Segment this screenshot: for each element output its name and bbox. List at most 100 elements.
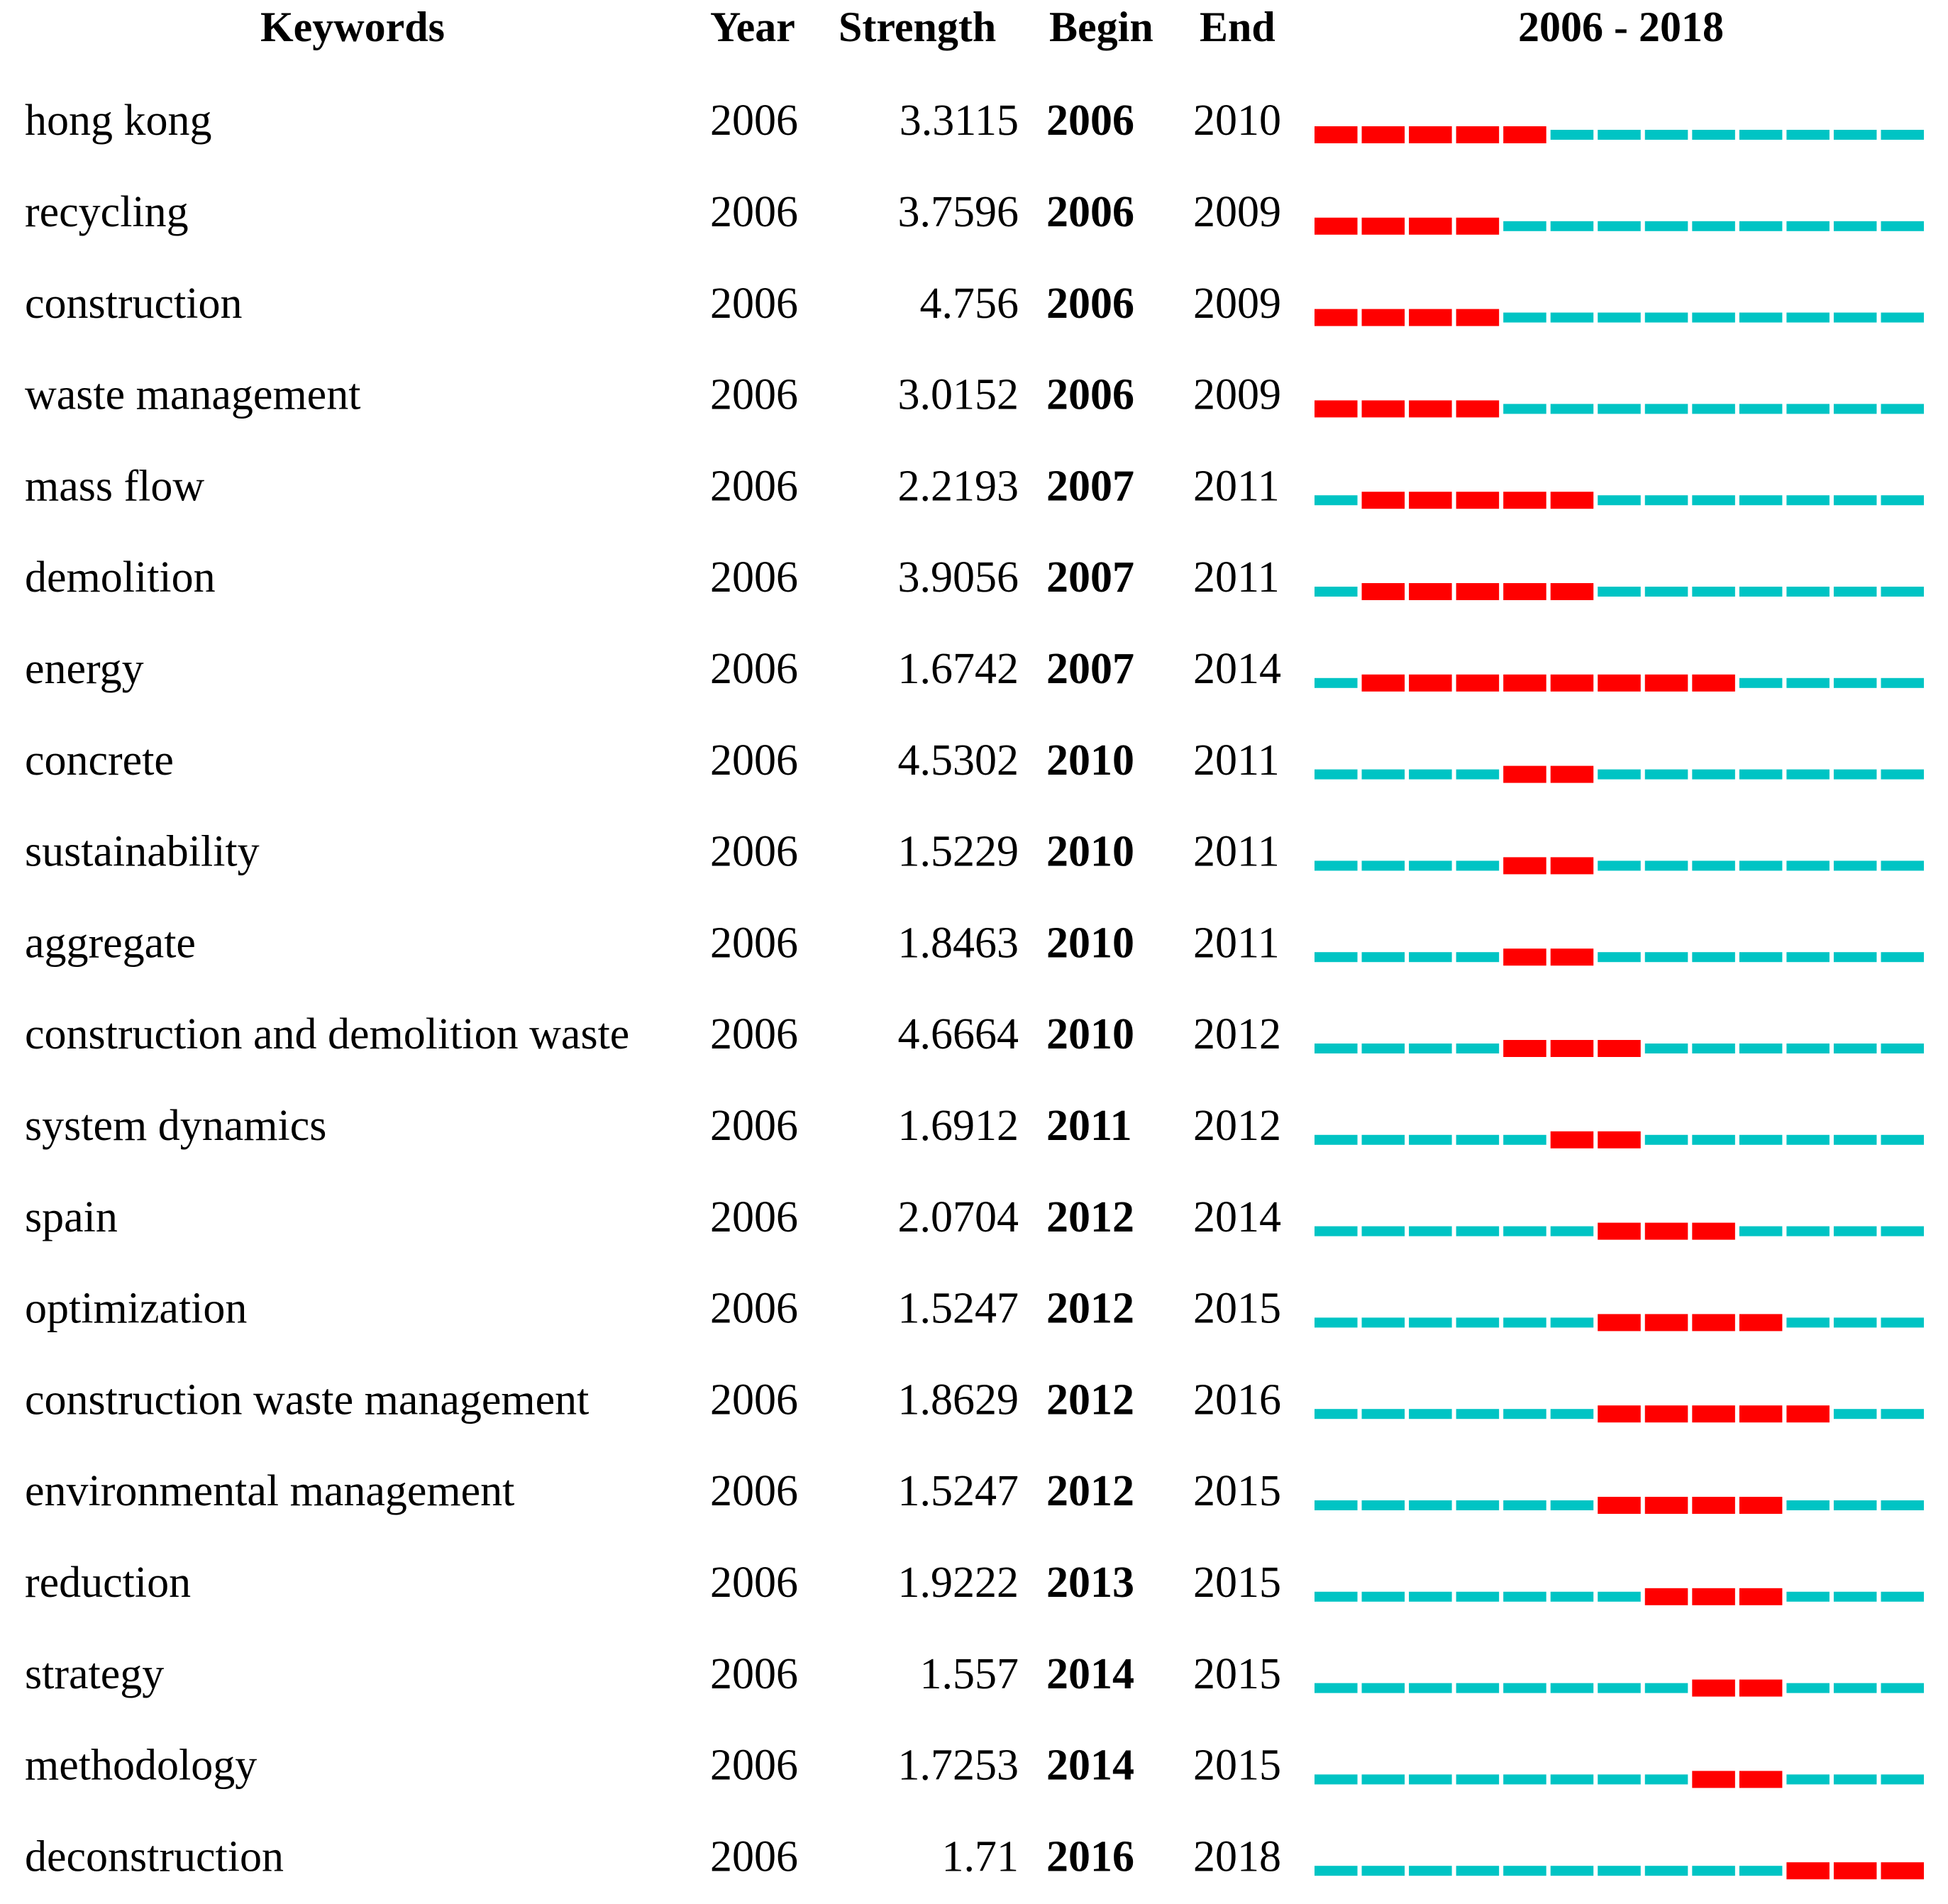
end: 2009 xyxy=(1193,279,1281,328)
base-segment xyxy=(1315,677,1358,688)
base-segment xyxy=(1361,1500,1405,1510)
end: 2015 xyxy=(1193,1650,1281,1698)
base-segment xyxy=(1881,1683,1924,1693)
base-segment xyxy=(1550,312,1594,323)
base-segment xyxy=(1598,769,1641,780)
burst-segment xyxy=(1361,674,1405,692)
burst-segment xyxy=(1550,583,1594,600)
base-segment xyxy=(1833,769,1877,780)
burst-segment xyxy=(1644,1497,1688,1514)
base-segment xyxy=(1692,587,1735,597)
base-segment xyxy=(1550,404,1594,414)
base-segment xyxy=(1692,1866,1735,1876)
year: 2006 xyxy=(710,553,798,602)
burst-segment xyxy=(1456,674,1500,692)
end: 2011 xyxy=(1193,462,1280,510)
burst-segment xyxy=(1409,583,1452,600)
base-segment xyxy=(1409,952,1452,963)
base-segment xyxy=(1739,404,1783,414)
base-segment xyxy=(1739,587,1783,597)
base-segment xyxy=(1786,587,1830,597)
base-segment xyxy=(1503,1591,1546,1602)
year: 2006 xyxy=(710,462,798,510)
base-segment xyxy=(1786,1591,1830,1602)
base-segment xyxy=(1550,1866,1594,1876)
keyword: reduction xyxy=(25,1559,191,1607)
burst-segment xyxy=(1503,948,1546,966)
base-segment xyxy=(1833,221,1877,231)
strength: 2.2193 xyxy=(898,462,1019,510)
base-segment xyxy=(1315,1774,1358,1785)
base-segment xyxy=(1739,860,1783,871)
base-segment xyxy=(1503,1774,1546,1785)
keyword: system dynamics xyxy=(25,1102,326,1150)
year: 2006 xyxy=(710,1010,798,1058)
base-segment xyxy=(1550,1500,1594,1510)
base-segment xyxy=(1456,1409,1500,1419)
burst-segment xyxy=(1739,1588,1783,1605)
base-segment xyxy=(1739,1226,1783,1236)
base-segment xyxy=(1881,587,1924,597)
burst-segment xyxy=(1503,1040,1546,1057)
year: 2006 xyxy=(710,1832,798,1881)
burst-segment xyxy=(1692,1771,1735,1788)
burst-segment xyxy=(1739,1497,1783,1514)
base-segment xyxy=(1361,1317,1405,1328)
burst-segment xyxy=(1315,126,1358,143)
burst-segment xyxy=(1409,217,1452,235)
base-segment xyxy=(1644,587,1688,597)
keyword: mass flow xyxy=(25,462,204,510)
base-segment xyxy=(1503,1500,1546,1510)
base-segment xyxy=(1881,860,1924,871)
base-segment xyxy=(1786,677,1830,688)
year: 2006 xyxy=(710,828,798,876)
base-segment xyxy=(1786,1226,1830,1236)
base-segment xyxy=(1409,1591,1452,1602)
keyword: deconstruction xyxy=(25,1832,284,1881)
base-segment xyxy=(1361,860,1405,871)
base-segment xyxy=(1598,1774,1641,1785)
base-segment xyxy=(1692,495,1735,506)
burst-segment xyxy=(1503,492,1546,509)
burst-segment xyxy=(1550,1131,1594,1149)
end: 2009 xyxy=(1193,371,1281,419)
base-segment xyxy=(1739,677,1783,688)
burst-segment xyxy=(1409,674,1452,692)
strength: 1.9222 xyxy=(898,1559,1019,1607)
strength: 1.6742 xyxy=(898,645,1019,693)
burst-segment xyxy=(1456,400,1500,418)
year: 2006 xyxy=(710,919,798,967)
burst-segment xyxy=(1409,309,1452,326)
base-segment xyxy=(1739,130,1783,140)
base-segment xyxy=(1881,404,1924,414)
base-segment xyxy=(1786,1683,1830,1693)
burst-segment xyxy=(1409,400,1452,418)
year: 2006 xyxy=(710,736,798,785)
begin: 2011 xyxy=(1046,1102,1132,1150)
base-segment xyxy=(1361,1134,1405,1145)
header-strength: Strength xyxy=(839,4,996,50)
base-segment xyxy=(1315,1226,1358,1236)
base-segment xyxy=(1644,1866,1688,1876)
burst-segment xyxy=(1598,1222,1641,1240)
base-segment xyxy=(1786,1044,1830,1053)
base-segment xyxy=(1361,1591,1405,1602)
base-segment xyxy=(1881,495,1924,506)
end: 2011 xyxy=(1193,919,1280,967)
base-segment xyxy=(1315,1591,1358,1602)
begin: 2007 xyxy=(1046,645,1134,693)
begin: 2007 xyxy=(1046,553,1134,602)
base-segment xyxy=(1739,312,1783,323)
burst-segment xyxy=(1361,309,1405,326)
year: 2006 xyxy=(710,1376,798,1424)
year: 2006 xyxy=(710,188,798,236)
burst-segment xyxy=(1739,1405,1783,1423)
base-segment xyxy=(1739,1134,1783,1145)
header-end: End xyxy=(1200,4,1275,50)
base-segment xyxy=(1598,495,1641,506)
keyword: concrete xyxy=(25,736,174,785)
base-segment xyxy=(1315,1134,1358,1145)
base-segment xyxy=(1833,1774,1877,1785)
base-segment xyxy=(1833,1317,1877,1328)
keyword: aggregate xyxy=(25,919,196,967)
